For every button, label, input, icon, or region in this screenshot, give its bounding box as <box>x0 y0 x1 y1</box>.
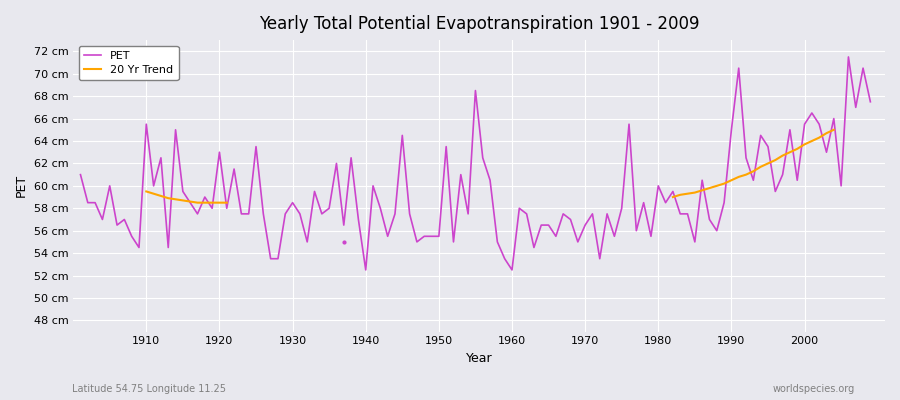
Line: 20 Yr Trend: 20 Yr Trend <box>147 192 227 203</box>
X-axis label: Year: Year <box>466 352 492 365</box>
PET <box>514 206 525 211</box>
PET <box>294 212 305 216</box>
Text: worldspecies.org: worldspecies.org <box>773 384 855 394</box>
20 Yr Trend <box>177 198 188 203</box>
Y-axis label: PET: PET <box>15 174 28 198</box>
PET <box>865 99 876 104</box>
PET <box>75 172 86 177</box>
PET <box>360 268 371 272</box>
Text: Latitude 54.75 Longitude 11.25: Latitude 54.75 Longitude 11.25 <box>72 384 226 394</box>
20 Yr Trend <box>207 200 218 205</box>
Legend: PET, 20 Yr Trend: PET, 20 Yr Trend <box>78 46 178 80</box>
20 Yr Trend <box>221 200 232 205</box>
20 Yr Trend <box>148 191 159 196</box>
20 Yr Trend <box>192 200 202 205</box>
PET <box>338 223 349 228</box>
Line: PET: PET <box>80 57 870 270</box>
20 Yr Trend <box>156 194 166 198</box>
20 Yr Trend <box>141 189 152 194</box>
PET <box>133 245 144 250</box>
PET <box>602 212 613 216</box>
PET <box>843 54 854 59</box>
20 Yr Trend <box>214 200 225 205</box>
20 Yr Trend <box>170 197 181 202</box>
PET <box>507 268 517 272</box>
20 Yr Trend <box>184 199 195 204</box>
20 Yr Trend <box>200 200 211 205</box>
20 Yr Trend <box>163 196 174 200</box>
Title: Yearly Total Potential Evapotranspiration 1901 - 2009: Yearly Total Potential Evapotranspiratio… <box>259 15 699 33</box>
